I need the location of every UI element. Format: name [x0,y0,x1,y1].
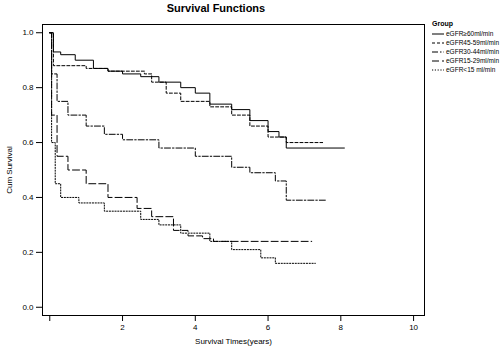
svg-text:0.2: 0.2 [22,248,34,257]
svg-text:Survival Times(years): Survival Times(years) [195,337,272,346]
html-text:Group: Group [432,20,453,27]
svg-text:0.8: 0.8 [22,83,34,92]
svg-text:6: 6 [266,323,271,332]
html-text:eGFR<15 ml/min: eGFR<15 ml/min [446,66,496,73]
svg-text:0.4: 0.4 [22,193,34,202]
html-text:eGFR30-44ml/min: eGFR30-44ml/min [446,48,500,55]
svg-text:0.0: 0.0 [22,303,34,312]
html-text:eGFR15-29ml/min: eGFR15-29ml/min [446,57,500,64]
svg-text:Cum Survival: Cum Survival [5,146,14,194]
svg-text:4: 4 [193,323,198,332]
html-text:eGFR≥60ml/min: eGFR≥60ml/min [446,30,494,37]
html-text:Survival Functions: Survival Functions [166,2,266,14]
svg-text:1.0: 1.0 [22,28,34,37]
svg-text:10: 10 [409,323,418,332]
svg-text:8: 8 [339,323,344,332]
html-text:eGFR45-59ml/min: eGFR45-59ml/min [446,39,500,46]
svg-text:0.6: 0.6 [22,138,34,147]
svg-text:2: 2 [120,323,125,332]
